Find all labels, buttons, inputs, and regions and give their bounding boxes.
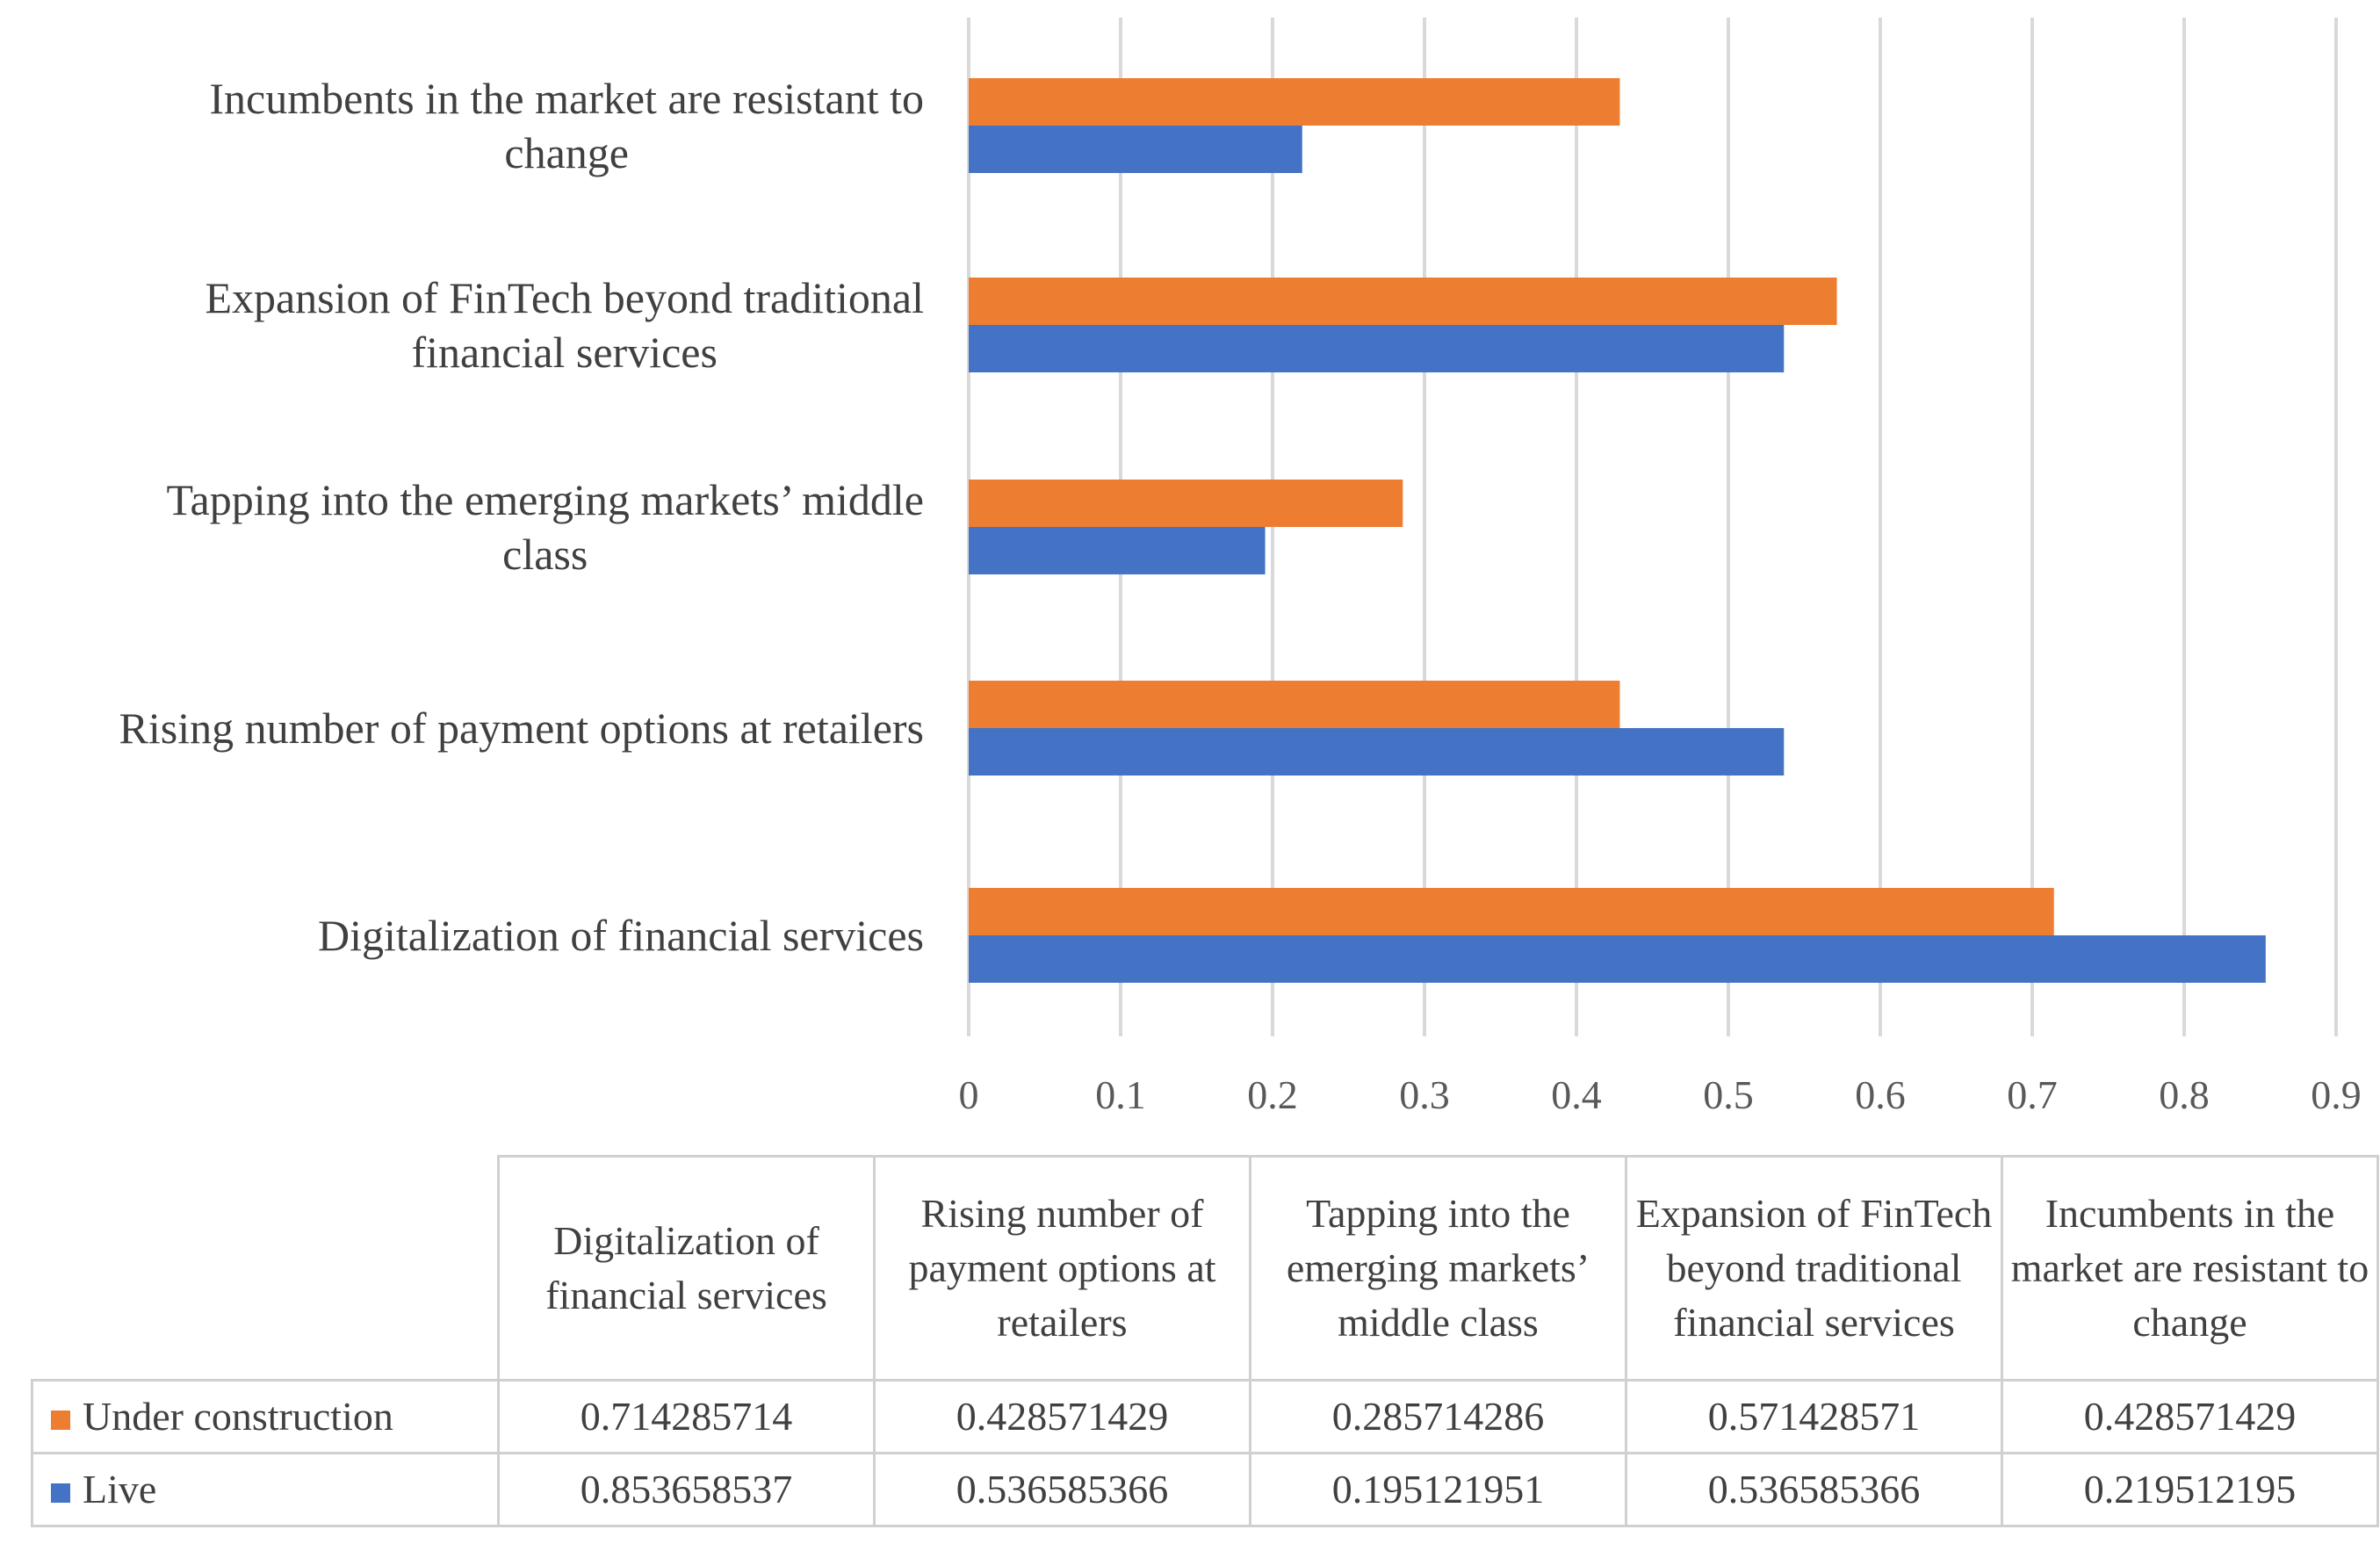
- bar-under-construction: [969, 480, 1403, 527]
- bar-live: [969, 126, 1302, 173]
- legend-swatch: [51, 1411, 70, 1431]
- gridlines: [967, 18, 2338, 1036]
- x-tick-label: 0: [959, 1072, 979, 1117]
- bar-under-construction: [969, 78, 1620, 126]
- x-axis: 0 0.1 0.2 0.3 0.4 0.5 0.6 0.7 0.8 0.9: [959, 1072, 2362, 1117]
- x-tick-label: 0.3: [1399, 1072, 1450, 1117]
- table-cell-value: 0.714285714: [497, 1379, 876, 1454]
- bar-under-construction: [969, 681, 1620, 728]
- table-column-header: Tapping into the emerging markets’ middl…: [1249, 1155, 1627, 1382]
- legend-label: Live: [83, 1467, 157, 1512]
- table-cell-value: 0.536585366: [873, 1452, 1251, 1527]
- bar-live: [969, 935, 2266, 983]
- x-tick-label: 0.8: [2159, 1072, 2210, 1117]
- table-cell-value: 0.195121951: [1249, 1452, 1627, 1527]
- category-label: Expansion of FinTech beyond traditional f…: [205, 273, 924, 377]
- bar-live: [969, 728, 1785, 776]
- category-label: Incumbents in the market are resistant t…: [209, 74, 924, 177]
- bar-under-construction: [969, 278, 1837, 325]
- legend-entry: Live: [31, 1452, 500, 1527]
- table-column-header: Incumbents in the market are resistant t…: [2001, 1155, 2379, 1382]
- table-body: Under construction 0.714285714 0.428571429…: [31, 1379, 2379, 1527]
- bars: [969, 78, 2266, 983]
- table-cell-value: 0.285714286: [1249, 1379, 1627, 1454]
- bar-chart: 0 0.1 0.2 0.3 0.4 0.5 0.6 0.7 0.8 0.9 Digitalizat…: [119, 18, 2362, 1117]
- table-column-header: Digitalization of financial services: [497, 1155, 876, 1382]
- category-label: Tapping into the emerging markets’ middl…: [167, 475, 925, 579]
- table-row: Live 0.853658537 0.536585366 0.195121951 0.5…: [31, 1452, 2379, 1527]
- x-tick-label: 0.9: [2311, 1072, 2362, 1117]
- legend-label: Under construction: [83, 1394, 393, 1439]
- table-cell-value: 0.536585366: [1625, 1452, 2003, 1527]
- x-tick-label: 0.4: [1551, 1072, 1602, 1117]
- table-column-header: Rising number of payment options at reta…: [873, 1155, 1251, 1382]
- category-labels: Digitalization of financial services Risi…: [119, 74, 924, 960]
- table-cell-value: 0.428571429: [2001, 1379, 2379, 1454]
- x-tick-label: 0.2: [1247, 1072, 1298, 1117]
- x-tick-label: 0.6: [1855, 1072, 1906, 1117]
- table-header-row: Digitalization of financial services Risi…: [32, 1155, 2379, 1382]
- table-corner: [32, 1157, 499, 1381]
- table-cell-value: 0.219512195: [2001, 1452, 2379, 1527]
- table-column-header: Expansion of FinTech beyond traditional …: [1625, 1155, 2003, 1382]
- data-table: Digitalization of financial services Risi…: [31, 1155, 2379, 1527]
- bar-live: [969, 325, 1785, 372]
- x-tick-label: 0.1: [1095, 1072, 1146, 1117]
- table-cell-value: 0.571428571: [1625, 1379, 2003, 1454]
- x-tick-label: 0.7: [2007, 1072, 2058, 1117]
- bar-under-construction: [969, 888, 2054, 935]
- bar-live: [969, 527, 1266, 574]
- category-label: Digitalization of financial services: [318, 911, 924, 960]
- table-cell-value: 0.853658537: [497, 1452, 876, 1527]
- category-label: Rising number of payment options at reta…: [119, 703, 924, 753]
- x-tick-label: 0.5: [1703, 1072, 1754, 1117]
- table-cell-value: 0.428571429: [873, 1379, 1251, 1454]
- legend-swatch: [51, 1483, 70, 1504]
- legend-entry: Under construction: [31, 1379, 500, 1454]
- table-row: Under construction 0.714285714 0.428571429…: [31, 1379, 2379, 1454]
